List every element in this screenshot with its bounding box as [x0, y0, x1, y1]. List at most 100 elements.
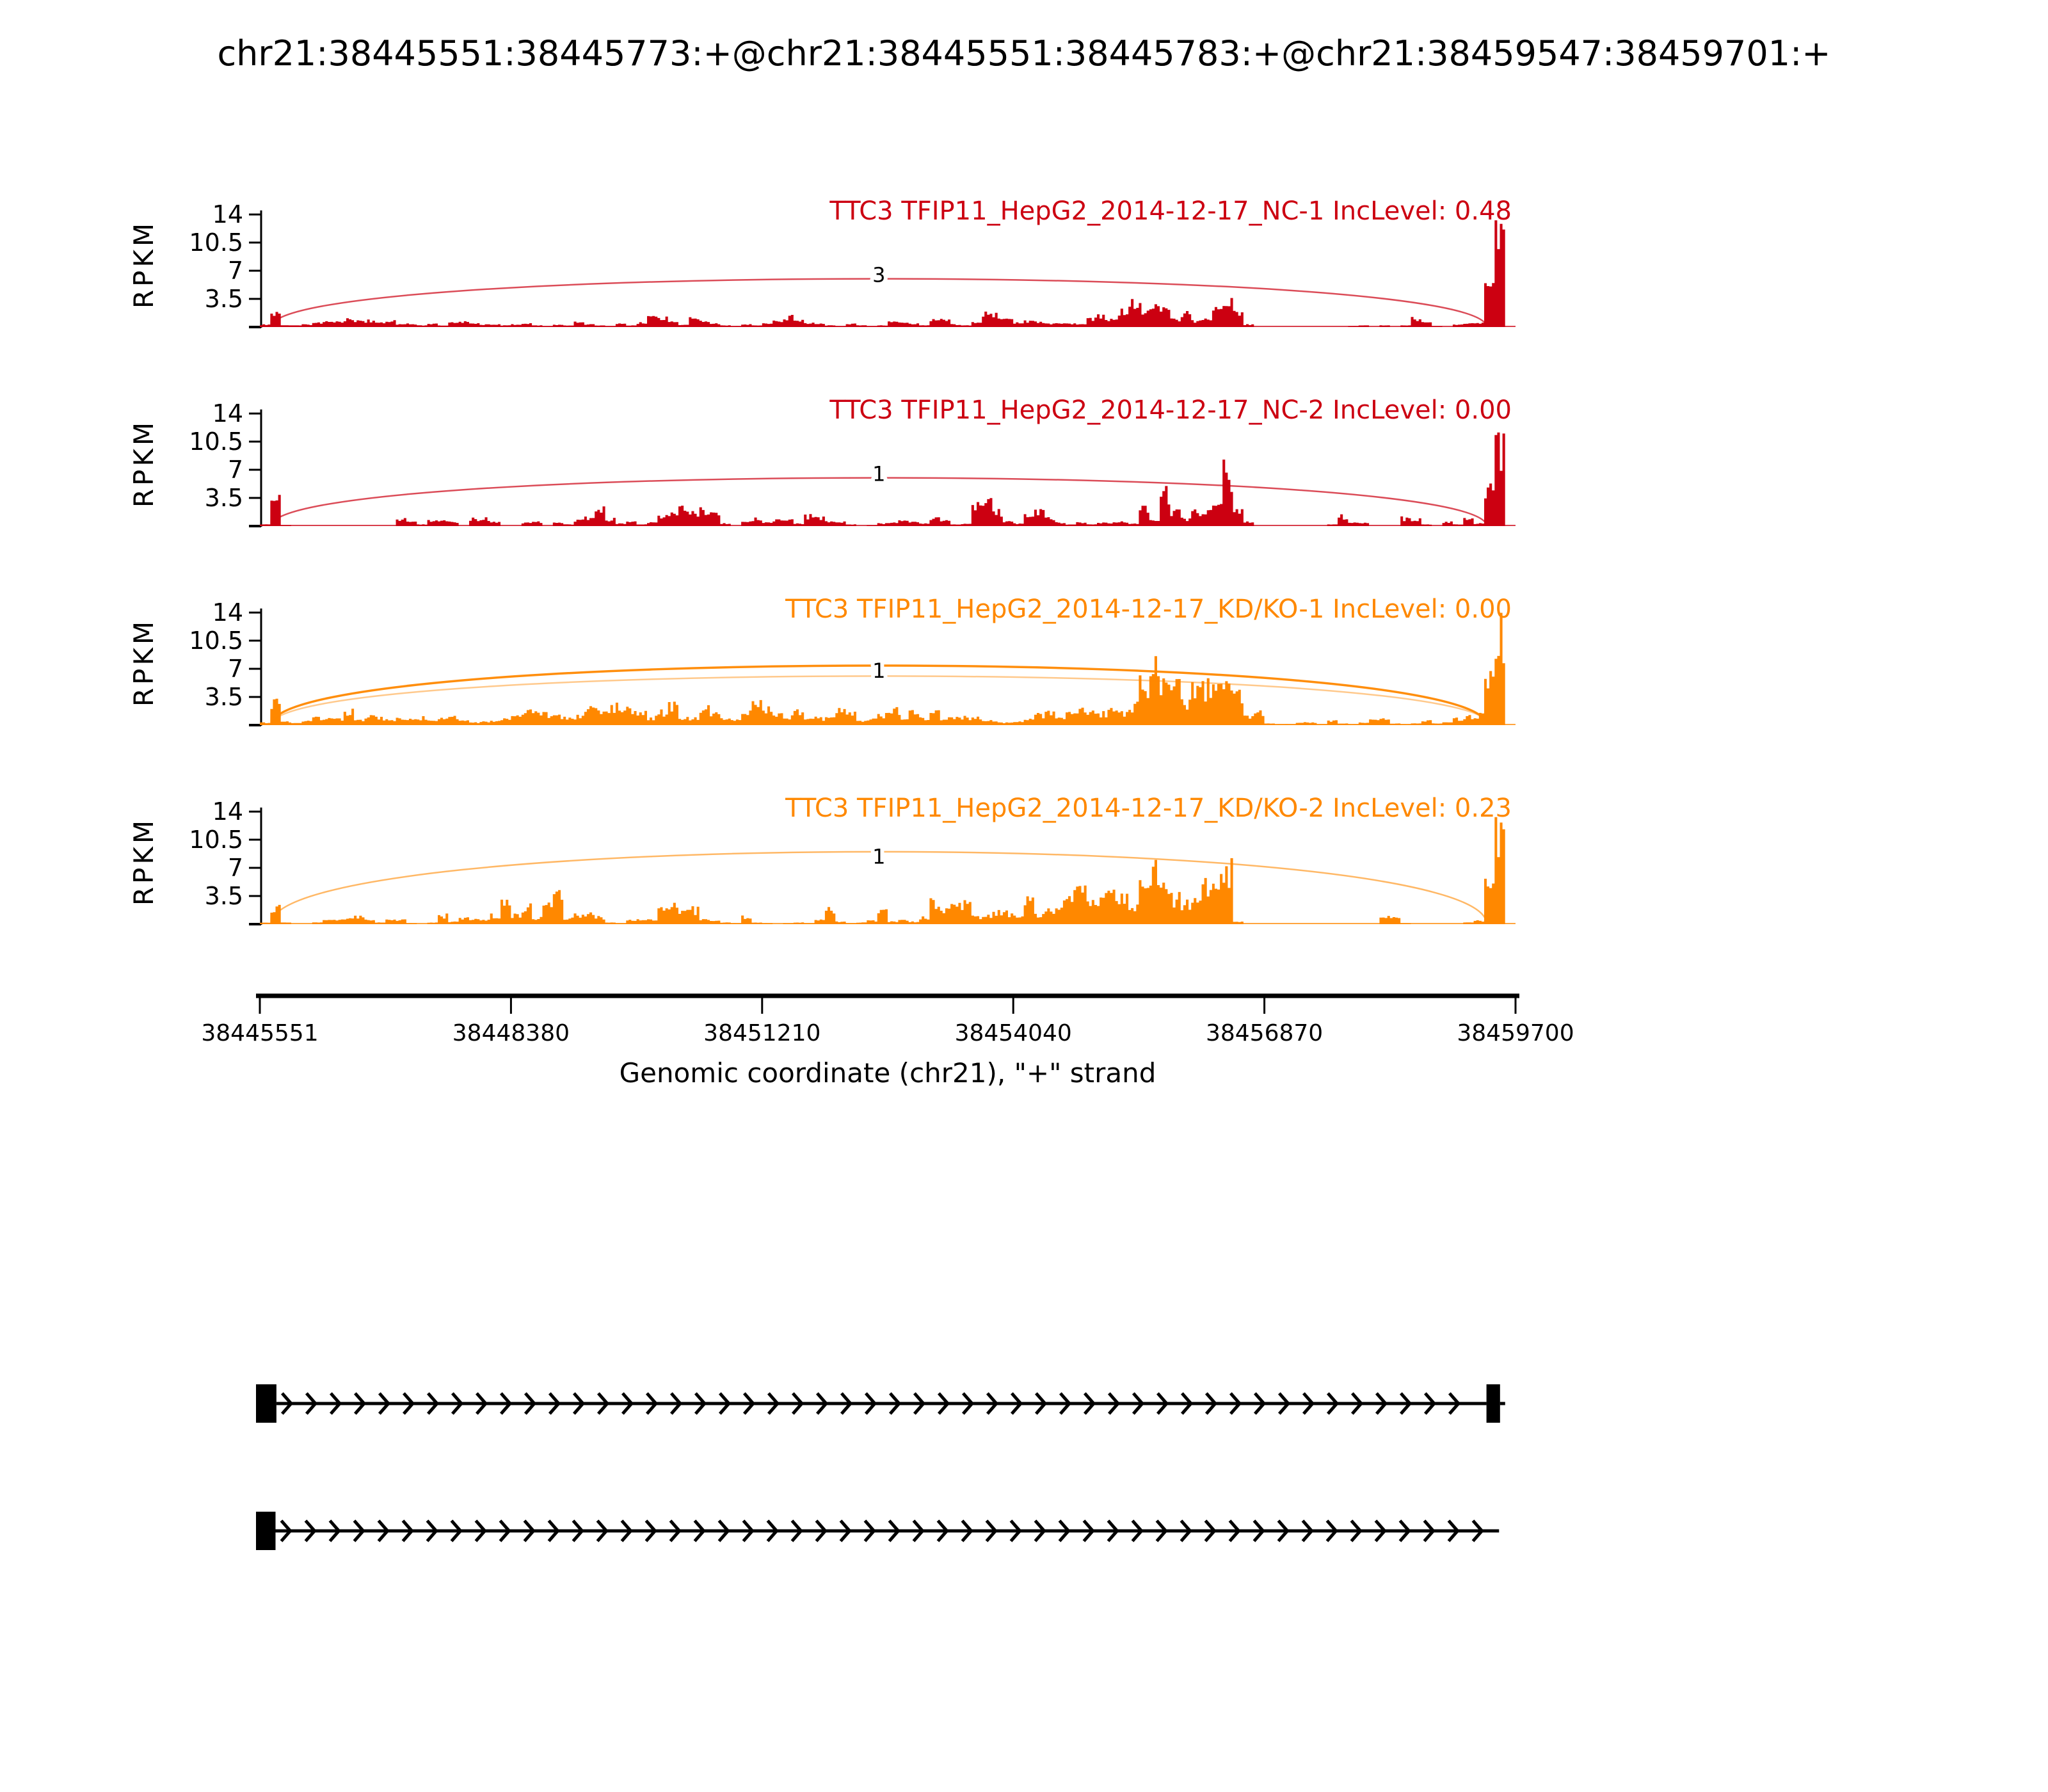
strand-arrow-icon: [1277, 1519, 1290, 1542]
strand-arrow-icon: [742, 1392, 756, 1415]
strand-arrow-icon: [840, 1392, 853, 1415]
strand-arrow-icon: [1180, 1392, 1194, 1415]
strand-arrow-icon: [572, 1519, 584, 1542]
strand-arrow-icon: [547, 1519, 560, 1542]
x-axis-tick-label: 38454040: [955, 1020, 1072, 1046]
strand-arrow-icon: [669, 1392, 683, 1415]
track-title-nc-2: TTC3 TFIP11_HepG2_2014-12-17_NC-2 IncLev…: [829, 396, 1512, 425]
strand-arrow-icon: [985, 1519, 998, 1542]
strand-arrow-icon: [1375, 1392, 1388, 1415]
exon-box: [256, 1512, 276, 1550]
y-axis-tick-label: 10.5: [189, 428, 243, 456]
strand-arrow-icon: [451, 1392, 464, 1415]
strand-arrow-icon: [1107, 1392, 1121, 1415]
x-axis-tick-label: 38459700: [1457, 1020, 1574, 1046]
strand-arrow-icon: [1252, 1519, 1265, 1542]
transcript-structure-panel: [256, 1384, 1505, 1550]
strand-arrow-icon: [888, 1519, 900, 1542]
y-axis-tick-label: 3.5: [205, 285, 243, 313]
y-axis-tick-label: 14: [212, 399, 243, 428]
strand-arrow-icon: [1423, 1392, 1437, 1415]
strand-arrow-icon: [694, 1392, 707, 1415]
junction-arc: [269, 664, 1488, 726]
strand-arrow-icon: [936, 1519, 949, 1542]
strand-arrow-icon: [1399, 1392, 1412, 1415]
strand-arrow-icon: [475, 1392, 488, 1415]
strand-arrow-icon: [863, 1519, 876, 1542]
x-axis-tick-label: 38448380: [452, 1020, 570, 1046]
strand-arrow-icon: [815, 1392, 829, 1415]
strand-arrow-icon: [645, 1392, 659, 1415]
strand-arrow-icon: [1009, 1519, 1022, 1542]
strand-arrow-icon: [450, 1519, 463, 1542]
strand-arrow-icon: [1374, 1519, 1387, 1542]
strand-arrow-icon: [524, 1392, 537, 1415]
strand-arrow-icon: [620, 1519, 633, 1542]
strand-arrow-icon: [280, 1392, 294, 1415]
strand-arrow-icon: [1423, 1519, 1436, 1542]
strand-arrow-icon: [1155, 1519, 1168, 1542]
strand-arrow-icon: [402, 1392, 415, 1415]
coverage-area: [260, 612, 1516, 725]
y-axis-tick-label: 7: [228, 456, 243, 484]
y-axis-tick-label: 10.5: [189, 228, 243, 257]
y-axis-tick-label: 7: [228, 854, 243, 882]
strand-arrow-icon: [791, 1392, 804, 1415]
strand-arrow-icon: [1253, 1392, 1267, 1415]
strand-arrow-icon: [1326, 1392, 1340, 1415]
exon-box: [256, 1384, 276, 1423]
strand-arrow-icon: [280, 1519, 292, 1542]
strand-arrow-icon: [1229, 1392, 1242, 1415]
strand-arrow-icon: [1350, 1392, 1364, 1415]
junction-count-label: 3: [872, 262, 885, 287]
strand-arrow-icon: [1277, 1392, 1291, 1415]
strand-arrow-icon: [1325, 1519, 1338, 1542]
strand-arrow-icon: [669, 1519, 682, 1542]
strand-arrow-icon: [1228, 1519, 1241, 1542]
strand-arrow-icon: [1034, 1392, 1048, 1415]
strand-arrow-icon: [499, 1392, 513, 1415]
y-axis-tick-label: 14: [212, 200, 243, 228]
strand-arrow-icon: [474, 1519, 487, 1542]
strand-arrow-icon: [1107, 1519, 1119, 1542]
strand-arrow-icon: [937, 1392, 950, 1415]
strand-arrow-icon: [353, 1392, 367, 1415]
strand-arrow-icon: [523, 1519, 536, 1542]
transcript-track: [256, 1384, 1505, 1423]
junction-count-label: 1: [872, 659, 885, 683]
strand-arrow-icon: [1350, 1519, 1363, 1542]
strand-arrow-icon: [401, 1519, 414, 1542]
y-axis-tick-label: 10.5: [189, 627, 243, 655]
strand-arrow-icon: [377, 1519, 390, 1542]
strand-arrow-icon: [1302, 1392, 1315, 1415]
y-axis-tick-label: 10.5: [189, 826, 243, 854]
transcript-track: [256, 1512, 1500, 1550]
exon-box: [1486, 1384, 1500, 1423]
y-axis-tick-label: 3.5: [205, 484, 243, 512]
strand-arrow-icon: [499, 1519, 511, 1542]
strand-arrow-icon: [693, 1519, 706, 1542]
x-axis-tick-label: 38456870: [1206, 1020, 1323, 1046]
coverage-area: [260, 817, 1516, 924]
strand-arrow-icon: [426, 1519, 438, 1542]
strand-arrow-icon: [426, 1392, 440, 1415]
strand-arrow-icon: [1034, 1519, 1046, 1542]
y-axis-tick-label: 3.5: [205, 882, 243, 910]
track-title-nc-1: TTC3 TFIP11_HepG2_2014-12-17_NC-1 IncLev…: [829, 196, 1512, 226]
coverage-area: [260, 432, 1516, 526]
strand-arrow-icon: [815, 1519, 828, 1542]
junction-arc: [270, 851, 1488, 925]
y-axis-tick-label: 14: [212, 598, 243, 627]
strand-arrow-icon: [328, 1519, 341, 1542]
strand-arrow-icon: [912, 1519, 925, 1542]
track-title-kdko-1: TTC3 TFIP11_HepG2_2014-12-17_KD/KO-1 Inc…: [785, 595, 1512, 624]
y-axis-tick-label: 7: [228, 655, 243, 683]
junction-arc: [270, 278, 1488, 328]
strand-arrow-icon: [1180, 1519, 1192, 1542]
strand-arrow-icon: [1132, 1392, 1145, 1415]
